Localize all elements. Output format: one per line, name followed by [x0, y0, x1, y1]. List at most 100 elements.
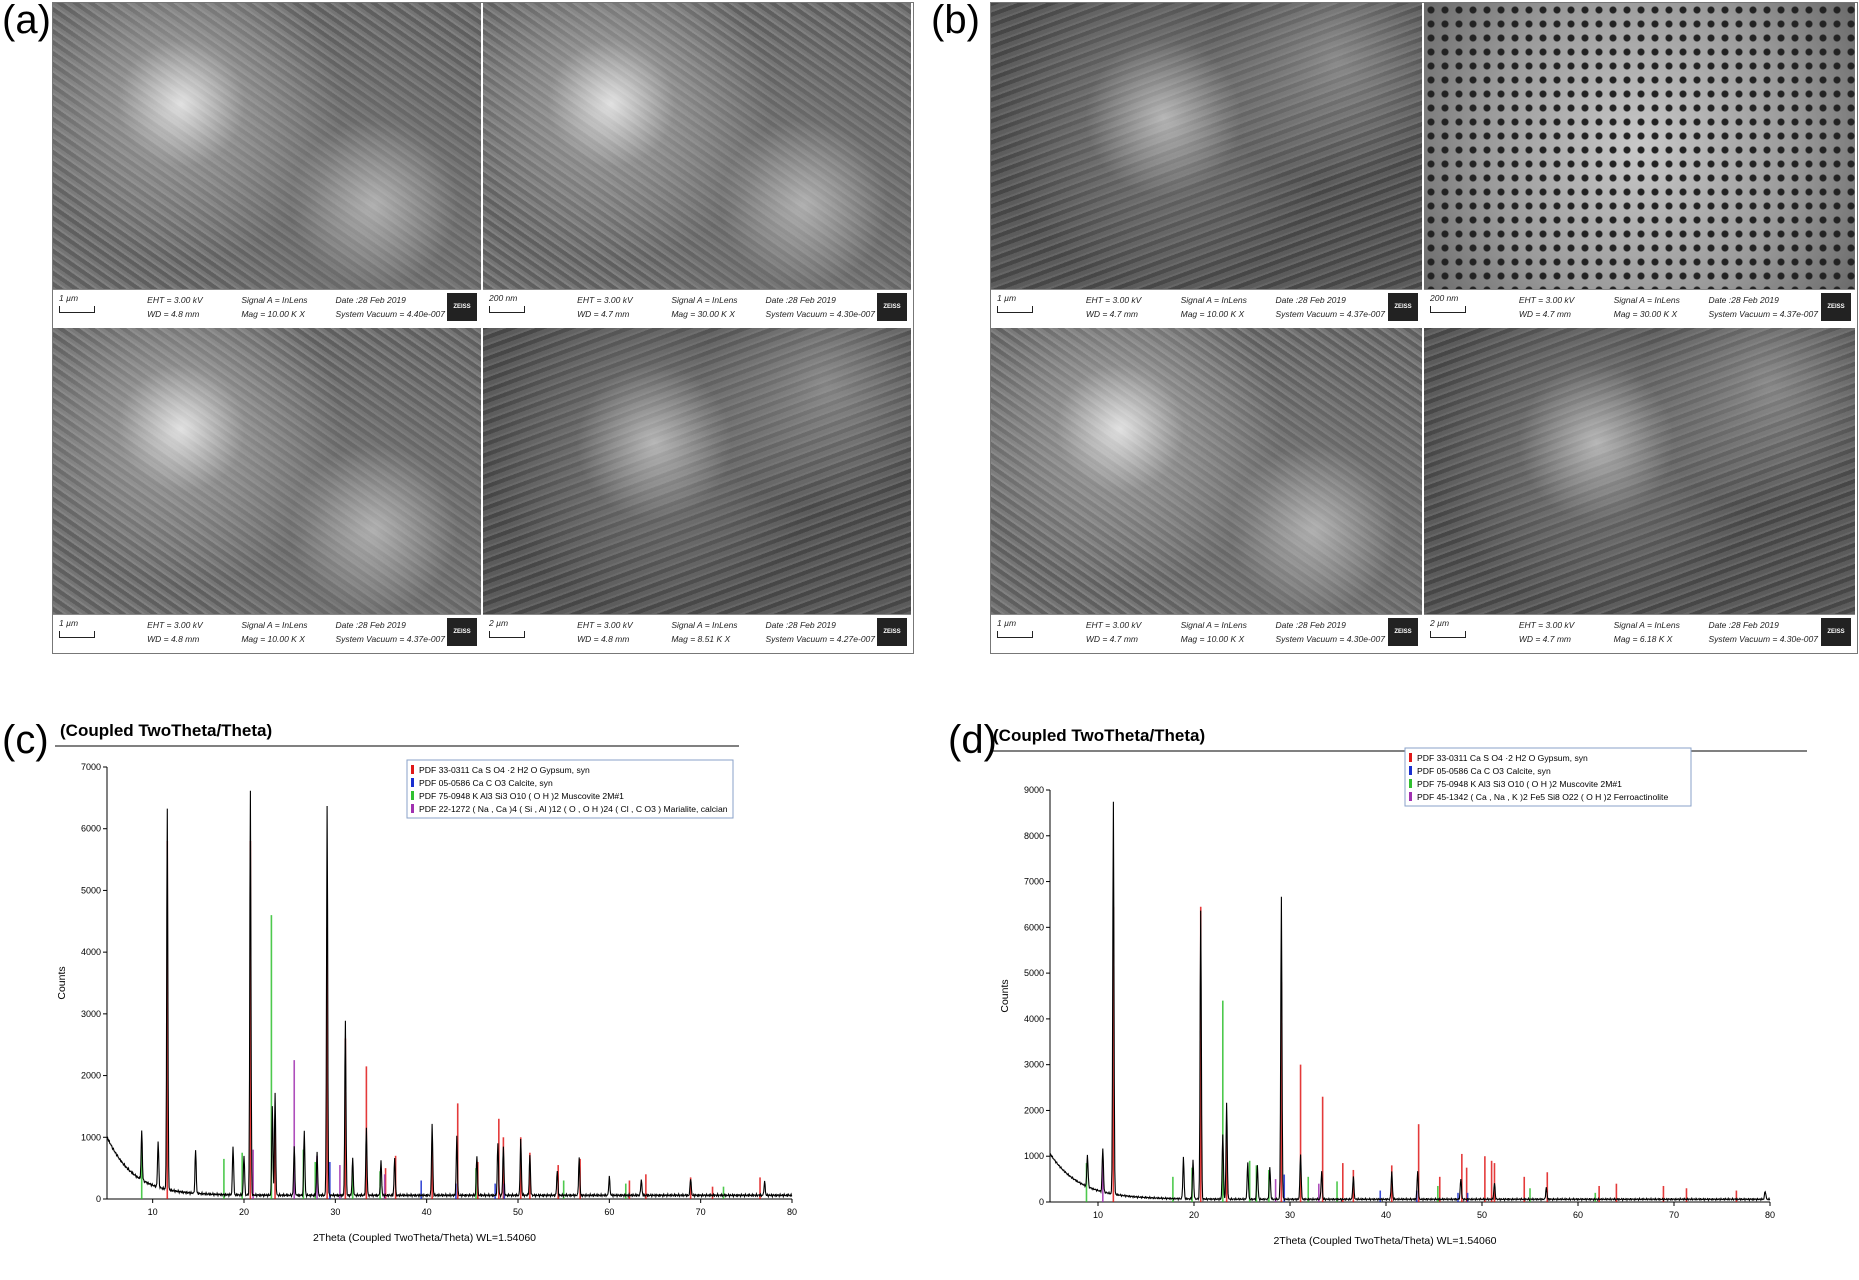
x-tick-label: 20 — [1189, 1210, 1199, 1220]
signal-mag: Signal A = InLens Mag = 30.00 K X — [1614, 293, 1680, 321]
eht-value: EHT = 3.00 kV — [1518, 620, 1575, 630]
y-tick-label: 5000 — [1024, 968, 1044, 978]
eht-wd: EHT = 3.00 kV WD = 4.7 mm — [577, 293, 633, 321]
signal-value: Signal A = InLens — [1180, 295, 1247, 305]
mag-value: Mag = 10.00 K X — [1180, 634, 1245, 644]
date-value: Date :28 Feb 2019 — [765, 620, 836, 630]
date-vac: Date :28 Feb 2019 System Vacuum = 4.27e-0… — [765, 618, 875, 646]
y-tick-label: 0 — [1039, 1197, 1044, 1207]
y-tick-label: 7000 — [1024, 877, 1044, 887]
vacuum-value: System Vacuum = 4.30e-007 — [1708, 634, 1818, 644]
signal-value: Signal A = InLens — [1613, 620, 1680, 630]
scale-label: 1 µm — [997, 618, 1017, 628]
y-tick-label: 8000 — [1024, 831, 1044, 841]
mag-value: Mag = 10.00 K X — [241, 309, 305, 319]
scale-bar — [997, 631, 1033, 638]
x-tick-label: 60 — [1573, 1210, 1583, 1220]
eht-value: EHT = 3.00 kV — [577, 295, 633, 305]
eht-wd: EHT = 3.00 kV WD = 4.8 mm — [147, 293, 203, 321]
vacuum-value: System Vacuum = 4.37e-007 — [1275, 309, 1385, 319]
date-value: Date :28 Feb 2019 — [1708, 620, 1779, 630]
wd-value: WD = 4.7 mm — [1085, 309, 1138, 319]
scale-label: 2 µm — [1430, 618, 1450, 628]
scale-label: 200 nm — [489, 293, 518, 303]
vacuum-value: System Vacuum = 4.27e-007 — [765, 634, 876, 644]
y-tick-label: 2000 — [81, 1071, 101, 1081]
y-tick-label: 3000 — [1024, 1060, 1044, 1070]
signal-value: Signal A = InLens — [241, 620, 308, 630]
x-tick-label: 80 — [787, 1207, 797, 1217]
legend-entry: PDF 05-0586 Ca C O3 Calcite, syn — [1417, 766, 1551, 776]
signal-mag: Signal A = InLens Mag = 10.00 K X — [1181, 293, 1247, 321]
scale-label: 1 µm — [59, 293, 79, 303]
vacuum-value: System Vacuum = 4.30e-007 — [765, 309, 876, 319]
wd-value: WD = 4.8 mm — [147, 309, 200, 319]
sem-micrograph — [53, 3, 481, 290]
legend-entry: PDF 45-1342 ( Ca , Na , K )2 Fe5 Si8 O22… — [1417, 792, 1668, 802]
y-tick-label: 5000 — [81, 885, 101, 895]
scale-bar — [997, 306, 1033, 313]
signal-value: Signal A = InLens — [241, 295, 308, 305]
sem-info-bar: 1 µm EHT = 3.00 kV WD = 4.8 mm Signal A = I… — [53, 289, 481, 326]
wd-value: WD = 4.7 mm — [577, 309, 630, 319]
eht-wd: EHT = 3.00 kV WD = 4.7 mm — [1086, 618, 1142, 646]
x-tick-label: 70 — [696, 1207, 706, 1217]
x-tick-label: 40 — [422, 1207, 432, 1217]
signal-mag: Signal A = InLens Mag = 30.00 K X — [671, 293, 737, 321]
xrd-chart-c-svg: (Coupled TwoTheta/Theta) 0 1000 2000 3000 400… — [55, 721, 797, 1244]
zeiss-logo: ZEISS — [447, 293, 477, 321]
x-tick-label: 10 — [1093, 1210, 1103, 1220]
scale-label: 1 µm — [59, 618, 79, 628]
panel-label-d: (d) — [948, 718, 997, 762]
sem-info-bar: 1 µm EHT = 3.00 kV WD = 4.7 mm Signal A = I… — [991, 614, 1422, 651]
eht-wd: EHT = 3.00 kV WD = 4.7 mm — [1086, 293, 1142, 321]
signal-mag: Signal A = InLens Mag = 6.18 K X — [1614, 618, 1680, 646]
sem-panel-b: 1 µm EHT = 3.00 kV WD = 4.7 mm Signal A = I… — [990, 2, 1858, 654]
legend-swatch — [1409, 779, 1412, 788]
x-axis-label: 2Theta (Coupled TwoTheta/Theta) WL=1.540… — [313, 1232, 536, 1244]
mag-value: Mag = 10.00 K X — [241, 634, 305, 644]
signal-value: Signal A = InLens — [1180, 620, 1247, 630]
mag-value: Mag = 8.51 K X — [671, 634, 731, 644]
legend-entry: PDF 75-0948 K Al3 Si3 O10 ( O H )2 Musco… — [1417, 779, 1622, 789]
legend-swatch — [1409, 766, 1412, 775]
sem-image-tile: 2 µm EHT = 3.00 kV WD = 4.7 mm Signal A = I… — [1424, 328, 1855, 651]
date-value: Date :28 Feb 2019 — [1708, 295, 1779, 305]
sem-image-tile: 200 nm EHT = 3.00 kV WD = 4.7 mm Signal A =… — [483, 3, 911, 326]
x-tick-label: 60 — [604, 1207, 614, 1217]
x-tick-label: 10 — [148, 1207, 158, 1217]
x-tick-label: 80 — [1765, 1210, 1775, 1220]
scale-bar — [1430, 306, 1466, 313]
legend-swatch — [411, 778, 414, 787]
sem-micrograph — [991, 328, 1422, 615]
eht-value: EHT = 3.00 kV — [1085, 295, 1142, 305]
signal-mag: Signal A = InLens Mag = 10.00 K X — [241, 293, 307, 321]
x-tick-label: 50 — [1477, 1210, 1487, 1220]
y-tick-label: 6000 — [1024, 922, 1044, 932]
vacuum-value: System Vacuum = 4.40e-007 — [335, 309, 446, 319]
x-tick-label: 20 — [239, 1207, 249, 1217]
scale-bar — [489, 631, 525, 638]
panel-label-b: (b) — [931, 0, 980, 42]
sem-micrograph — [483, 3, 911, 290]
wd-value: WD = 4.7 mm — [1518, 309, 1571, 319]
date-value: Date :28 Feb 2019 — [1275, 295, 1346, 305]
date-value: Date :28 Feb 2019 — [335, 295, 406, 305]
vacuum-value: System Vacuum = 4.37e-007 — [1708, 309, 1818, 319]
y-tick-label: 6000 — [81, 824, 101, 834]
date-value: Date :28 Feb 2019 — [1275, 620, 1346, 630]
xrd-pattern-line — [106, 790, 793, 1199]
sem-info-bar: 200 nm EHT = 3.00 kV WD = 4.7 mm Signal A =… — [1424, 289, 1855, 326]
y-tick-label: 3000 — [81, 1009, 101, 1019]
signal-mag: Signal A = InLens Mag = 10.00 K X — [241, 618, 307, 646]
sem-info-bar: 2 µm EHT = 3.00 kV WD = 4.7 mm Signal A = I… — [1424, 614, 1855, 651]
x-axis-label: 2Theta (Coupled TwoTheta/Theta) WL=1.540… — [1273, 1235, 1496, 1247]
mag-value: Mag = 10.00 K X — [1180, 309, 1245, 319]
wd-value: WD = 4.8 mm — [577, 634, 630, 644]
y-tick-label: 4000 — [1024, 1014, 1044, 1024]
sem-image-tile: 2 µm EHT = 3.00 kV WD = 4.8 mm Signal A = I… — [483, 328, 911, 651]
sem-image-tile: 1 µm EHT = 3.00 kV WD = 4.7 mm Signal A = I… — [991, 328, 1422, 651]
sem-image-tile: 1 µm EHT = 3.00 kV WD = 4.7 mm Signal A = I… — [991, 3, 1422, 326]
sem-info-bar: 200 nm EHT = 3.00 kV WD = 4.7 mm Signal A =… — [483, 289, 911, 326]
eht-value: EHT = 3.00 kV — [1085, 620, 1142, 630]
